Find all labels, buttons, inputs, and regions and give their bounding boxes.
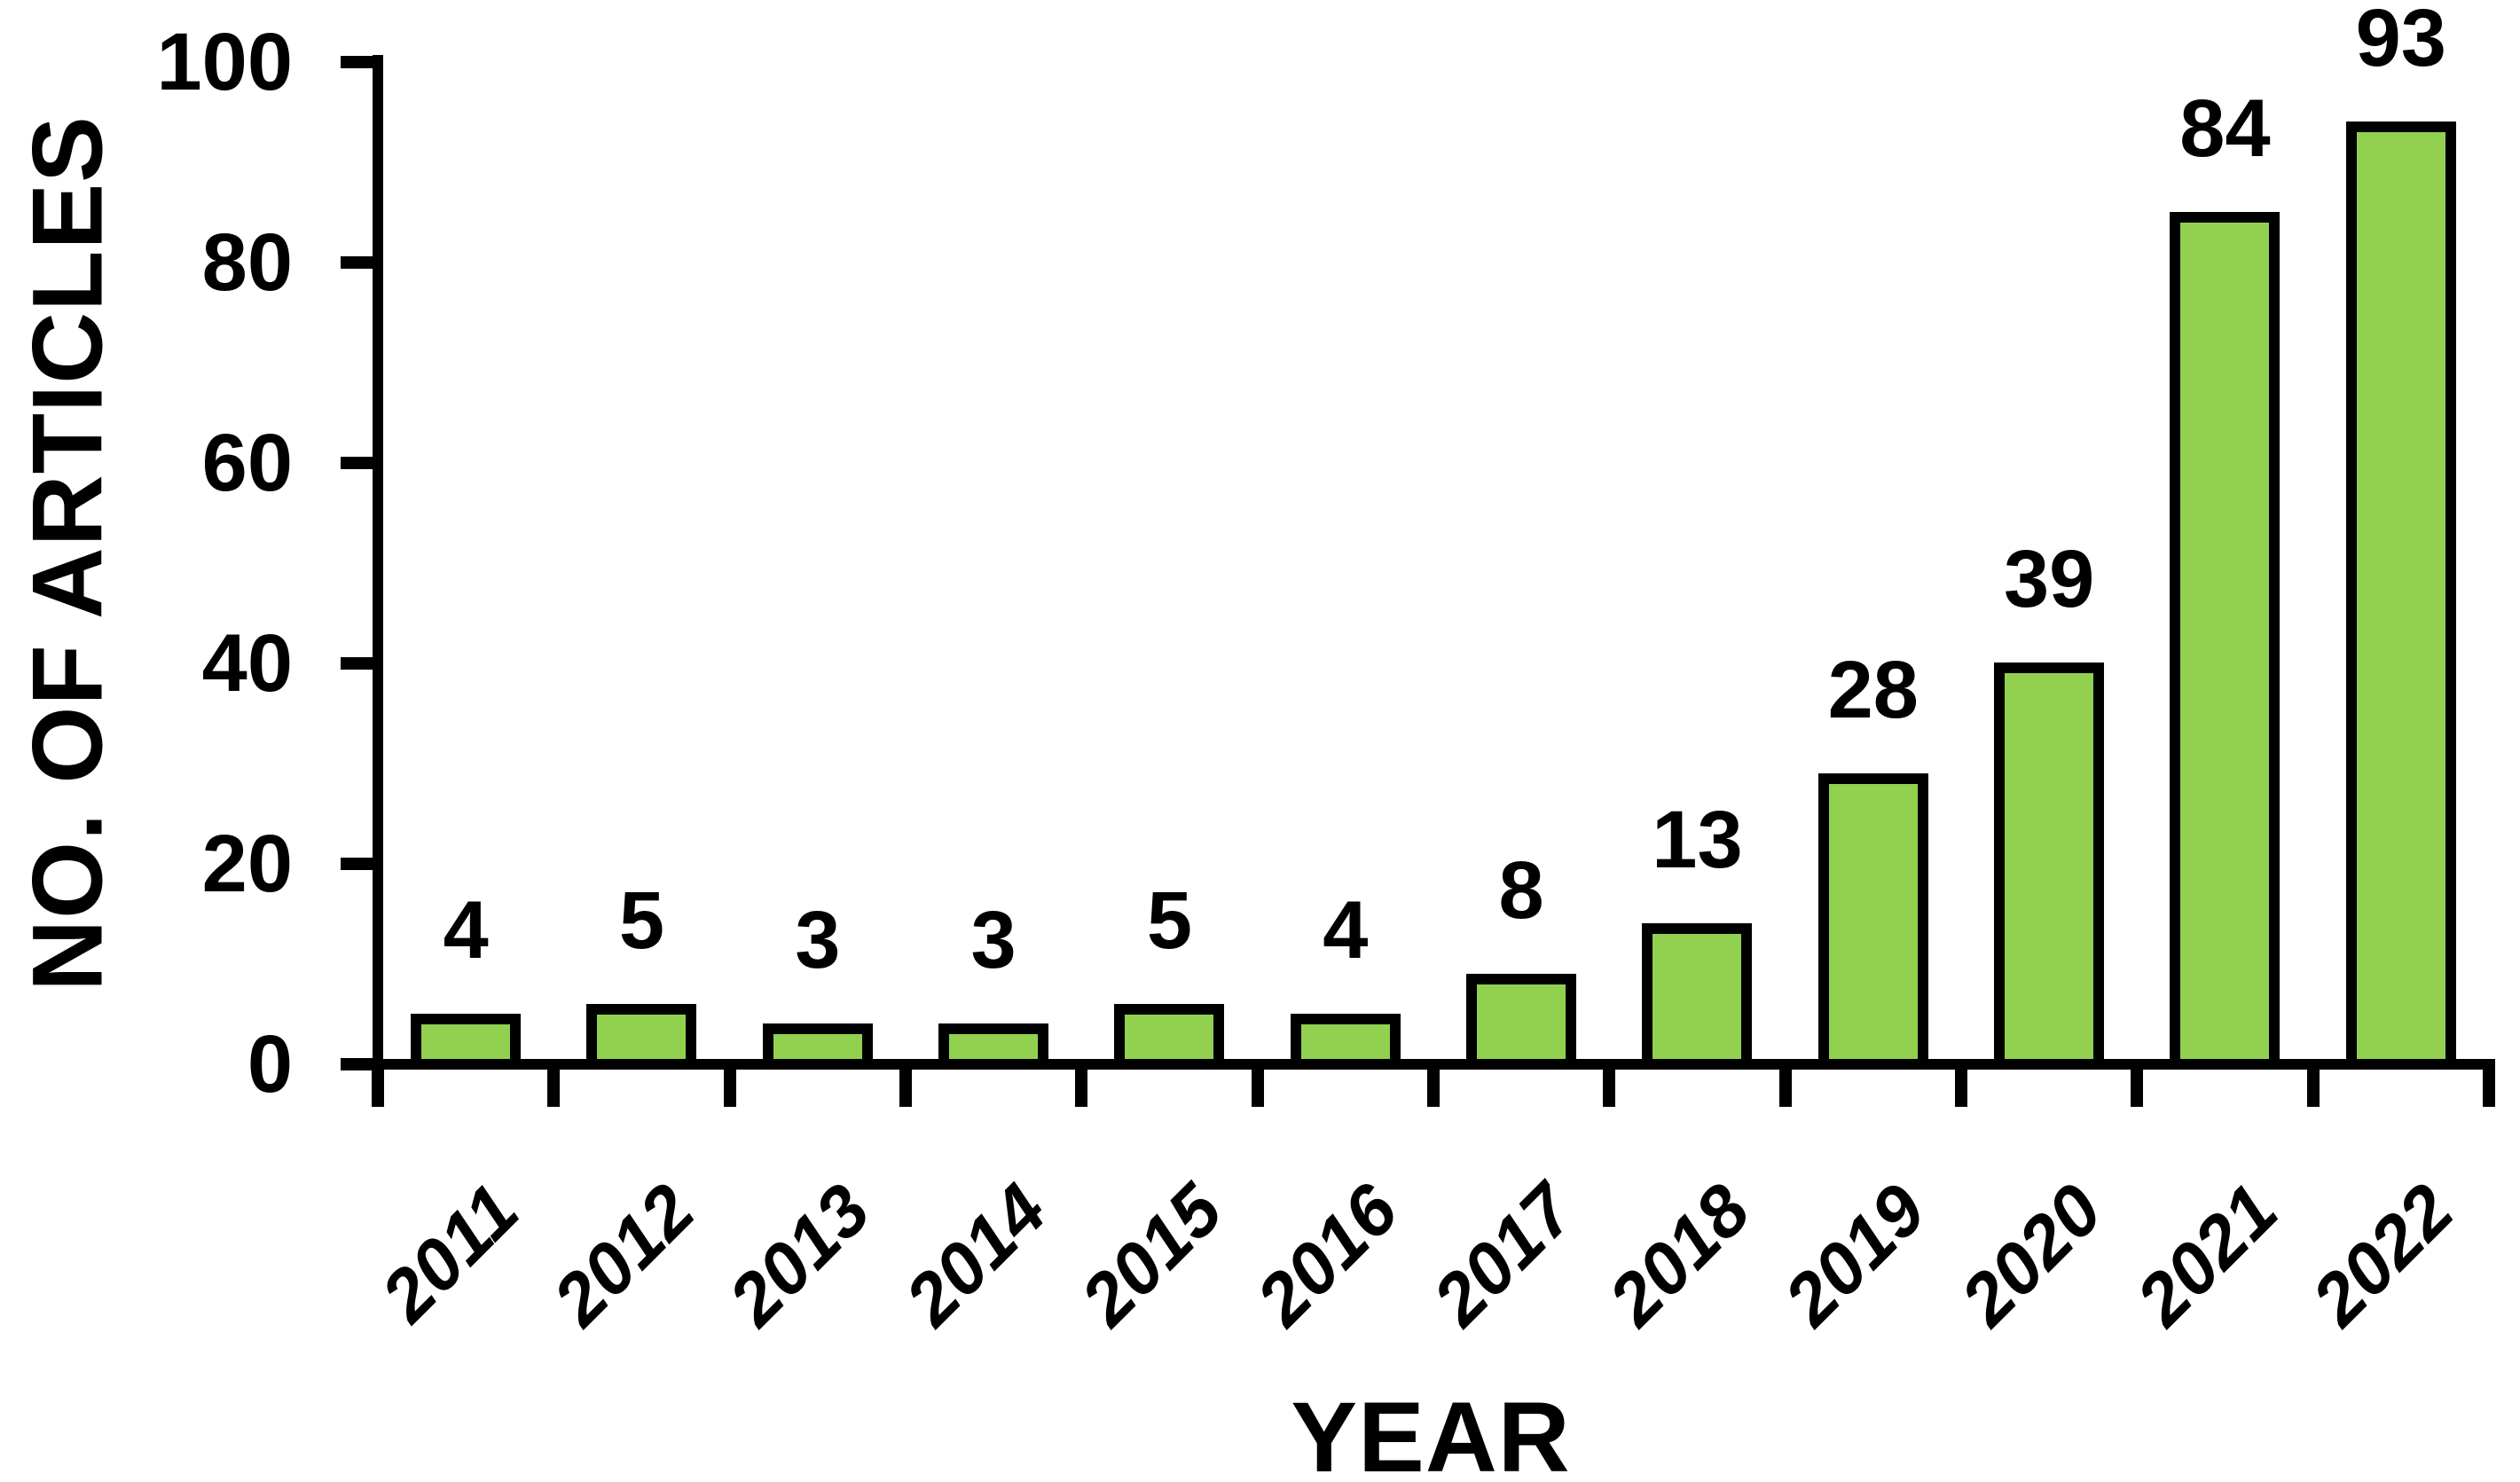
y-tick-label: 80: [201, 217, 293, 308]
bar-value-label: 3: [795, 895, 841, 986]
bar-value-label: 93: [2355, 0, 2446, 84]
x-tick-label: 2013: [714, 1169, 886, 1341]
x-tick-label: 2021: [2121, 1169, 2294, 1341]
y-tick-mark: [341, 858, 383, 870]
x-tick-label: 2014: [890, 1169, 1062, 1341]
bar-2016: [1290, 1013, 1401, 1064]
y-tick-label: 60: [201, 418, 293, 508]
y-tick-mark: [341, 56, 383, 68]
y-tick-mark: [341, 457, 383, 469]
bar-2015: [1114, 1003, 1225, 1064]
x-tick-label: 2017: [1417, 1169, 1590, 1341]
x-tick-label: 2015: [1065, 1169, 1238, 1341]
x-tick-mark: [2482, 1059, 2495, 1107]
bar-2014: [938, 1023, 1049, 1064]
x-axis-title: YEAR: [1291, 1382, 1571, 1482]
x-tick-label: 2022: [2297, 1169, 2469, 1341]
x-tick-mark: [899, 1059, 912, 1107]
y-tick-label: 40: [201, 618, 293, 709]
bar-2012: [586, 1003, 697, 1064]
bar-value-label: 3: [970, 895, 1017, 986]
x-tick-mark: [1251, 1059, 1264, 1107]
bar-value-label: 8: [1498, 844, 1544, 936]
x-axis-line: [373, 1059, 2494, 1070]
x-tick-mark: [2131, 1059, 2144, 1107]
bar-2020: [1994, 663, 2105, 1064]
x-tick-label: 2020: [1945, 1169, 2117, 1341]
x-tick-label: 2016: [1242, 1169, 1414, 1341]
bar-value-label: 4: [443, 884, 489, 976]
bar-value-label: 28: [1827, 644, 1919, 735]
x-tick-label: 2011: [365, 1169, 534, 1337]
x-tick-mark: [547, 1059, 561, 1107]
bar-value-label: 5: [618, 874, 665, 966]
x-tick-label: 2018: [1593, 1169, 1766, 1341]
x-tick-mark: [1778, 1059, 1792, 1107]
bar-value-label: 5: [1146, 874, 1193, 966]
y-tick-label: 100: [156, 17, 294, 107]
y-tick-label: 0: [247, 1019, 293, 1110]
x-tick-mark: [1426, 1059, 1440, 1107]
x-tick-mark: [372, 1059, 384, 1107]
y-tick-mark: [341, 657, 383, 670]
y-tick-label: 20: [201, 819, 293, 909]
bar-value-label: 39: [2003, 534, 2095, 625]
y-axis-line: [373, 55, 383, 1070]
bar-value-label: 4: [1323, 884, 1369, 976]
x-tick-label: 2019: [1770, 1169, 1942, 1341]
bar-value-label: 84: [2179, 82, 2271, 174]
x-tick-label: 2012: [538, 1169, 710, 1341]
x-tick-mark: [1075, 1059, 1088, 1107]
y-tick-mark: [341, 256, 383, 269]
x-tick-mark: [1954, 1059, 1967, 1107]
bar-2019: [1817, 772, 1928, 1064]
bar-2011: [411, 1013, 522, 1064]
bar-2013: [762, 1023, 873, 1064]
bar-2022: [2345, 122, 2456, 1064]
bar-2021: [2170, 211, 2281, 1064]
bar-2017: [1466, 973, 1577, 1064]
x-tick-mark: [2306, 1059, 2320, 1107]
x-tick-mark: [723, 1059, 736, 1107]
x-tick-mark: [1603, 1059, 1616, 1107]
bar-2018: [1642, 923, 1753, 1064]
bar-value-label: 13: [1652, 795, 1743, 886]
